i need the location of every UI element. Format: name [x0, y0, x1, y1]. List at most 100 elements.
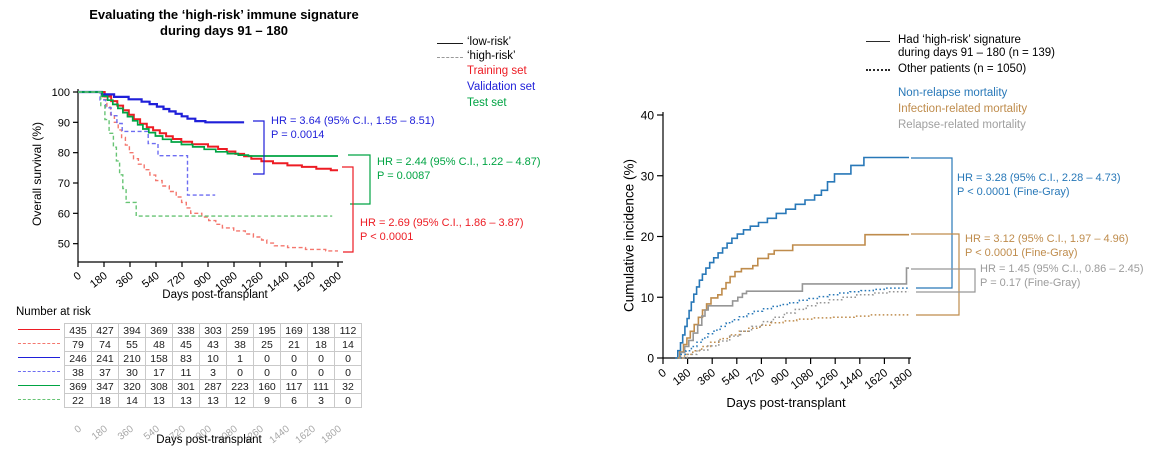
risk-cell: 14	[118, 393, 146, 408]
annotation-rrm-hr: HR = 1.45 (95% C.I., 0.86 – 2.45) P = 0.…	[980, 263, 1144, 290]
risk-cell: 117	[280, 379, 308, 394]
risk-cell: 0	[307, 365, 335, 380]
risk-cell: 48	[145, 337, 173, 352]
risk-cell: 3	[307, 393, 335, 408]
curve-rrm-other	[679, 291, 909, 359]
right-x-tick-label: 1080	[789, 367, 817, 392]
legend-other-patients-label: Other patients (n = 1050)	[898, 63, 1027, 75]
legend-irm-label: Infection-related mortality	[898, 103, 1028, 115]
risk-cell: 0	[253, 351, 281, 366]
risk-cell: 169	[280, 323, 308, 338]
left-x-tick-label: 1800	[317, 270, 344, 295]
risk-cell: 25	[253, 337, 281, 352]
risk-cell: 259	[226, 323, 254, 338]
left-y-tick-label: 90	[58, 117, 70, 129]
annotation-nrm-hr: HR = 3.28 (95% C.I., 2.28 – 4.73) P < 0.…	[957, 172, 1121, 199]
left-title-line2: during days 91 – 180	[160, 23, 288, 38]
risk-cell: 18	[91, 393, 119, 408]
legend-nrm-label: Non-relapse mortality	[898, 87, 1008, 99]
legend-low-risk-line	[437, 43, 463, 44]
right-x-tick-label: 0	[656, 367, 668, 380]
annotation-rrm-p-line: P = 0.17 (Fine-Gray)	[980, 276, 1081, 289]
risk-cell: 435	[64, 323, 92, 338]
risk-cell: 301	[172, 379, 200, 394]
left-axes	[77, 89, 343, 263]
risk-table-x-axis-label: Days post-transplant	[156, 434, 262, 446]
bracket-validation	[253, 120, 265, 175]
risk-cell: 394	[118, 323, 146, 338]
right-x-tick-label: 540	[720, 367, 743, 388]
risk-sample-validation-high	[18, 371, 60, 372]
right-x-tick-label: 360	[696, 367, 719, 388]
annotation-training-p-line: P < 0.0001	[360, 230, 414, 243]
risk-cell: 55	[118, 337, 146, 352]
bracket-training	[342, 166, 354, 253]
right-hr-brackets	[911, 157, 976, 316]
right-y-tick-label: 0	[647, 352, 654, 366]
annotation-rrm-hr-line: HR = 1.45 (95% C.I., 0.86 – 2.45)	[980, 263, 1144, 275]
risk-cell: 17	[145, 365, 173, 380]
annotation-irm-hr: HR = 3.12 (95% C.I., 1.97 – 4.96) P < 0.…	[965, 233, 1129, 260]
risk-cell: 38	[226, 337, 254, 352]
risk-cell: 3	[199, 365, 227, 380]
risk-cell: 112	[334, 323, 362, 338]
annotation-test-hr-line: HR = 2.44 (95% C.I., 1.22 – 4.87)	[377, 156, 541, 168]
legend-had-signature-label-line2: during days 91 – 180 (n = 139)	[898, 47, 1055, 59]
bracket-rrm	[911, 268, 976, 293]
annotation-training-hr: HR = 2.69 (95% C.I., 1.86 – 3.87) P < 0.…	[360, 217, 524, 244]
left-x-tick-label: 180	[88, 270, 110, 291]
risk-cell: 79	[64, 337, 92, 352]
risk-cell: 38	[64, 365, 92, 380]
risk-cell: 210	[118, 351, 146, 366]
risk-cell: 138	[307, 323, 335, 338]
risk-cell: 308	[145, 379, 173, 394]
risk-cell: 160	[253, 379, 281, 394]
right-x-tick-label: 1620	[863, 367, 891, 392]
risk-cell: 427	[91, 323, 119, 338]
risk-x-tick-label: 180	[90, 423, 110, 442]
risk-sample-training-low	[18, 329, 60, 330]
risk-cell: 369	[145, 323, 173, 338]
curve-nrm-high	[675, 156, 909, 359]
right-x-tick-label: 900	[769, 367, 792, 388]
legend-other-patients-line	[866, 69, 890, 71]
right-x-tick-label: 1440	[838, 367, 866, 392]
risk-cell: 338	[172, 323, 200, 338]
risk-cell: 22	[64, 393, 92, 408]
right-x-tick-label: 1800	[887, 367, 915, 392]
risk-cell: 18	[307, 337, 335, 352]
curve-training-high	[78, 91, 338, 252]
legend-rrm-label: Relapse-related mortality	[898, 119, 1026, 131]
risk-cell: 0	[280, 365, 308, 380]
left-y-ticks: 50 60 70 80 90 100	[52, 87, 78, 251]
legend-high-risk-label: ‘high-risk’	[467, 50, 516, 62]
left-panel-title: Evaluating the ‘high-risk’ immune signat…	[28, 7, 420, 39]
annotation-irm-hr-line: HR = 3.12 (95% C.I., 1.97 – 4.96)	[965, 233, 1129, 245]
risk-cell: 45	[172, 337, 200, 352]
risk-cell: 83	[172, 351, 200, 366]
risk-sample-validation-low	[18, 357, 60, 358]
left-y-tick-label: 50	[58, 239, 70, 251]
risk-cell: 14	[334, 337, 362, 352]
risk-row-training-low: 435 427 394 369 338 303 259 195 169 138 112	[64, 323, 362, 338]
risk-sample-training-high	[18, 343, 60, 344]
risk-cell: 43	[199, 337, 227, 352]
bracket-irm	[911, 233, 960, 316]
curve-irm-high	[676, 233, 909, 359]
annotation-test-hr: HR = 2.44 (95% C.I., 1.22 – 4.87) P = 0.…	[377, 156, 541, 183]
right-y-tick-label: 20	[641, 230, 655, 244]
annotation-nrm-hr-line: HR = 3.28 (95% C.I., 2.28 – 4.73)	[957, 172, 1121, 184]
left-x-tick-label: 540	[140, 270, 162, 291]
right-y-ticks: 0 10 20 30 40	[641, 109, 663, 366]
right-y-tick-label: 30	[641, 169, 655, 183]
risk-cell: 37	[91, 365, 119, 380]
risk-row-test-low: 369 347 320 308 301 287 223 160 117 111 32	[64, 379, 362, 394]
left-hr-brackets	[253, 120, 371, 253]
number-at-risk-label: Number at risk	[16, 306, 91, 318]
right-y-tick-label: 40	[641, 109, 655, 123]
risk-cell: 246	[64, 351, 92, 366]
left-x-tick-label: 0	[72, 270, 84, 283]
